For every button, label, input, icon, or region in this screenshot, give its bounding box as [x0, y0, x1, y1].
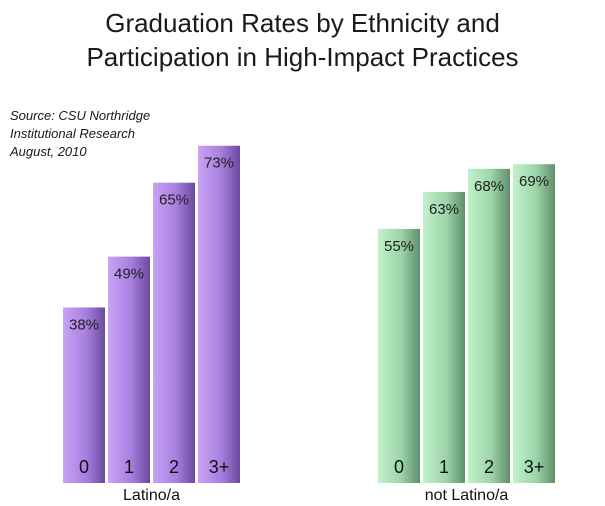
data-label: 63% — [429, 201, 459, 218]
data-label: 55% — [384, 238, 414, 255]
bar — [468, 168, 510, 483]
title-line-1: Graduation Rates by Ethnicity and — [105, 8, 500, 38]
category-label: 2 — [484, 457, 494, 477]
data-label: 73% — [204, 155, 234, 172]
data-label: 69% — [519, 173, 549, 190]
source-note: Source: CSU Northridge Institutional Res… — [10, 107, 210, 161]
category-label: 0 — [394, 457, 404, 477]
source-line-3: August, 2010 — [10, 144, 87, 159]
bar — [198, 145, 240, 484]
category-label: 3+ — [524, 457, 545, 477]
series-latino: 38% 0 49% 1 65% 2 73% 3+ Latino/a — [63, 145, 240, 504]
bar — [63, 307, 105, 483]
bar — [153, 182, 195, 483]
data-label: 49% — [114, 266, 144, 283]
data-label: 68% — [474, 178, 504, 195]
group-label: Latino/a — [123, 487, 180, 504]
category-label: 0 — [79, 457, 89, 477]
category-label: 1 — [124, 457, 134, 477]
series-not-latino: 55% 0 63% 1 68% 2 69% 3+ not Latino/a — [378, 164, 555, 504]
source-line-1: Source: CSU Northridge — [10, 108, 151, 123]
bar — [423, 191, 465, 483]
data-label: 65% — [159, 192, 189, 209]
bars-layer: 38% 0 49% 1 65% 2 73% 3+ Latino/a 55% 0 63% 1 68% 2 69%… — [63, 145, 555, 504]
category-label: 3+ — [209, 457, 230, 477]
bar — [513, 164, 555, 483]
title-line-2: Participation in High-Impact Practices — [86, 42, 519, 72]
category-label: 1 — [439, 457, 449, 477]
chart-title: Graduation Rates by Ethnicity and Partic… — [0, 6, 605, 74]
bar — [378, 228, 420, 483]
group-label: not Latino/a — [425, 487, 509, 504]
source-line-2: Institutional Research — [10, 126, 136, 141]
data-label: 38% — [69, 316, 99, 333]
category-label: 2 — [169, 457, 179, 477]
bar — [108, 256, 150, 483]
